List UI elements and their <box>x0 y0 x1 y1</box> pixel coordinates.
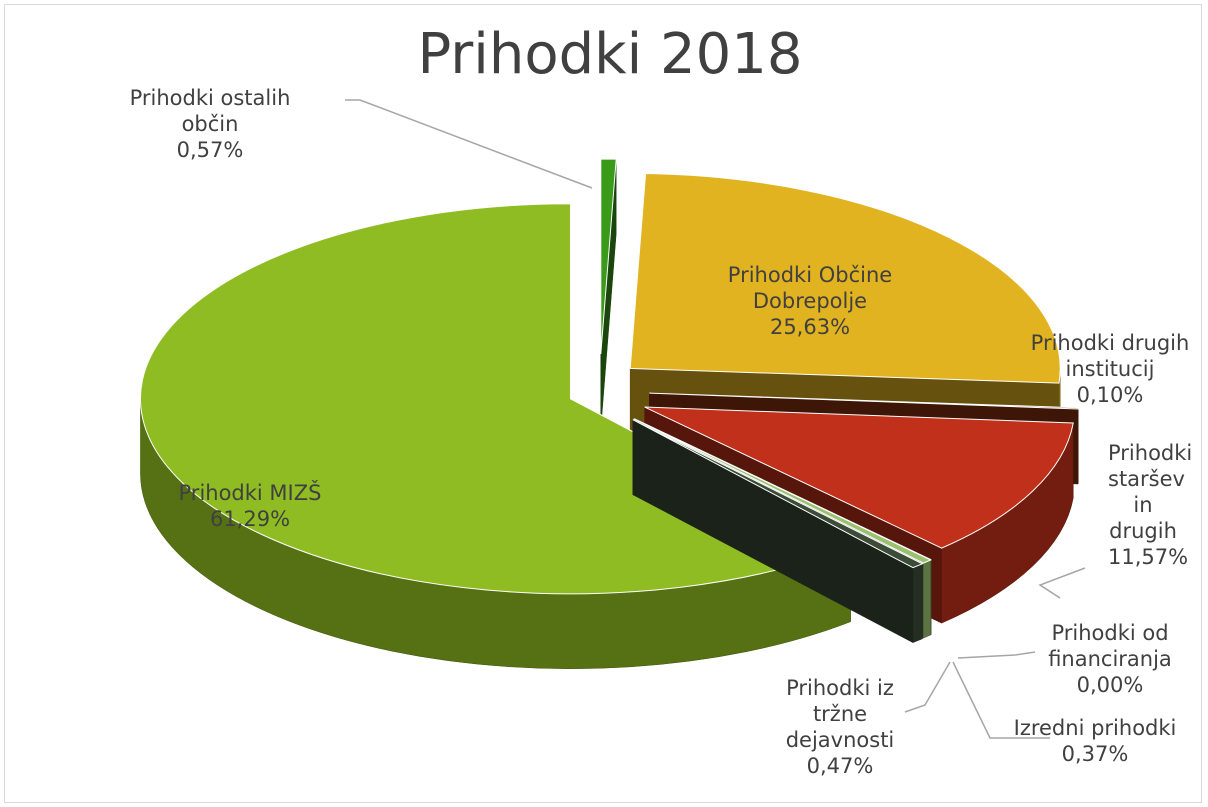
slice <box>633 418 932 564</box>
data-label: Prihodki Občine Dobrepolje 25,63% <box>725 262 895 340</box>
slice <box>629 173 1061 384</box>
data-label: Prihodki MIZŠ 61,29% <box>150 480 350 532</box>
slice-name: Prihodki MIZŠ <box>178 481 322 505</box>
data-label: Prihodki staršev in drugih 11,57% <box>1108 440 1193 570</box>
leader-line <box>904 661 951 713</box>
slice-value: 0,47% <box>806 754 874 778</box>
data-label: Izredni prihodki 0,37% <box>995 715 1195 767</box>
slice-side <box>912 563 923 643</box>
data-label: Prihodki drugih institucij 0,10% <box>1015 330 1205 408</box>
chart-frame <box>4 4 1202 803</box>
chart-title: Prihodki 2018 <box>417 22 803 87</box>
data-label: Prihodki iz tržne dejavnosti 0,47% <box>770 675 910 779</box>
data-label: Prihodki ostalih občin 0,57% <box>125 85 295 163</box>
slice-name: Prihodki iz tržne dejavnosti <box>785 676 895 752</box>
leader-lines <box>345 99 1086 739</box>
slice-value: 0,37% <box>1061 742 1129 766</box>
slice-name: Prihodki staršev in drugih <box>1108 441 1193 543</box>
slice-name: Izredni prihodki <box>1013 716 1177 740</box>
slice-value: 0,10% <box>1076 383 1144 407</box>
slice <box>649 392 1079 410</box>
slice-value: 0,00% <box>1076 673 1144 697</box>
slice-name: Prihodki ostalih občin <box>129 86 291 136</box>
leader-line <box>952 661 1050 739</box>
leader-line <box>1038 567 1086 599</box>
leader-line <box>957 651 1036 659</box>
slice-side <box>923 559 931 639</box>
leader-line <box>345 99 593 189</box>
slice-name: Prihodki drugih institucij <box>1030 331 1190 381</box>
slice-name: Prihodki od financiranja <box>1048 621 1172 671</box>
slice <box>644 406 1074 549</box>
slice-value: 25,63% <box>769 315 851 339</box>
slice <box>632 419 924 569</box>
slice-name: Prihodki Občine Dobrepolje <box>727 263 893 313</box>
data-label: Prihodki od financiranja 0,00% <box>1035 620 1185 698</box>
slice-value: 61,29% <box>209 507 291 531</box>
slice-value: 11,57% <box>1108 545 1189 569</box>
slice <box>600 158 617 355</box>
slice-value: 0,57% <box>176 138 244 162</box>
